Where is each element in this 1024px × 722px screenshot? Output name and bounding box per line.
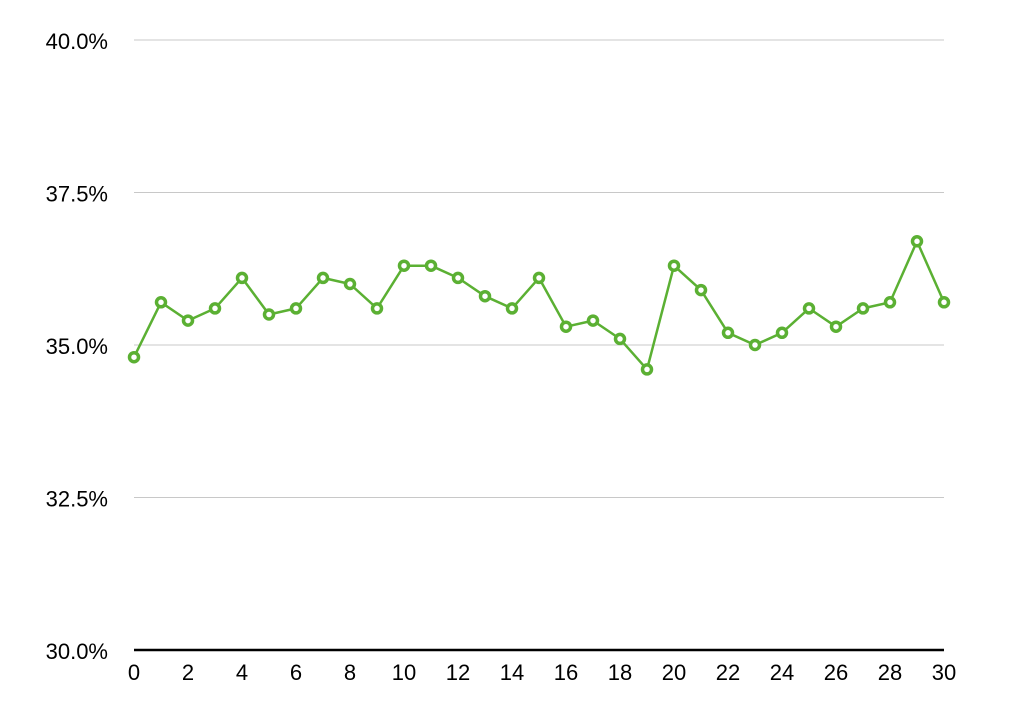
- x-tick-label: 8: [344, 660, 356, 685]
- data-point: [640, 363, 654, 376]
- x-tick-label: 22: [716, 660, 740, 685]
- x-tick-label: 18: [608, 660, 632, 685]
- data-point: [451, 271, 465, 285]
- x-tick-label: 26: [824, 660, 848, 685]
- data-point: [370, 302, 384, 315]
- y-axis-ticks: 30.0% 32.5% 35.0% 37.5% 40.0%: [46, 29, 108, 664]
- x-tick-label: 20: [662, 660, 686, 685]
- x-tick-label: 0: [128, 660, 140, 685]
- y-tick-label: 37.5%: [46, 182, 108, 207]
- grid-lines: [134, 39, 944, 498]
- data-point: [343, 277, 357, 291]
- x-axis-ticks: 0 2 4 6 8 10 12 14 16 18 20 22 24 26 28 30: [128, 660, 956, 685]
- data-point: [613, 332, 627, 346]
- data-point: [127, 350, 141, 364]
- data-point: [478, 289, 492, 303]
- x-tick-label: 14: [500, 660, 524, 685]
- data-point: [397, 259, 411, 272]
- y-tick-label: 32.5%: [46, 487, 108, 512]
- data-point: [829, 320, 843, 333]
- data-point: [154, 296, 168, 309]
- data-point: [802, 302, 816, 315]
- data-point: [856, 302, 870, 315]
- x-tick-label: 30: [932, 660, 956, 685]
- data-point: [775, 326, 789, 340]
- y-tick-label: 35.0%: [46, 334, 108, 359]
- data-point: [694, 283, 708, 297]
- data-point: [721, 326, 735, 340]
- y-tick-label: 30.0%: [46, 639, 108, 664]
- data-point: [532, 271, 546, 285]
- data-point: [586, 314, 600, 327]
- x-tick-label: 28: [878, 660, 902, 685]
- data-point: [937, 296, 951, 309]
- data-point: [883, 296, 897, 309]
- data-point: [748, 338, 762, 352]
- data-point: [181, 314, 195, 327]
- x-tick-label: 24: [770, 660, 794, 685]
- data-point: [505, 302, 519, 315]
- x-tick-label: 10: [392, 660, 416, 685]
- x-tick-label: 6: [290, 660, 302, 685]
- data-point: [235, 271, 249, 285]
- x-tick-label: 16: [554, 660, 578, 685]
- x-tick-label: 2: [182, 660, 194, 685]
- data-point: [424, 259, 438, 272]
- series-line: [132, 240, 946, 371]
- x-tick-label: 4: [236, 660, 248, 685]
- data-point: [910, 235, 924, 248]
- series-group: [127, 235, 951, 376]
- data-point: [667, 259, 681, 272]
- y-tick-label: 40.0%: [46, 29, 108, 54]
- data-point: [208, 302, 222, 315]
- data-point: [289, 302, 303, 315]
- x-tick-label: 12: [446, 660, 470, 685]
- data-point: [559, 320, 573, 333]
- data-point: [262, 308, 276, 321]
- data-point: [316, 271, 330, 285]
